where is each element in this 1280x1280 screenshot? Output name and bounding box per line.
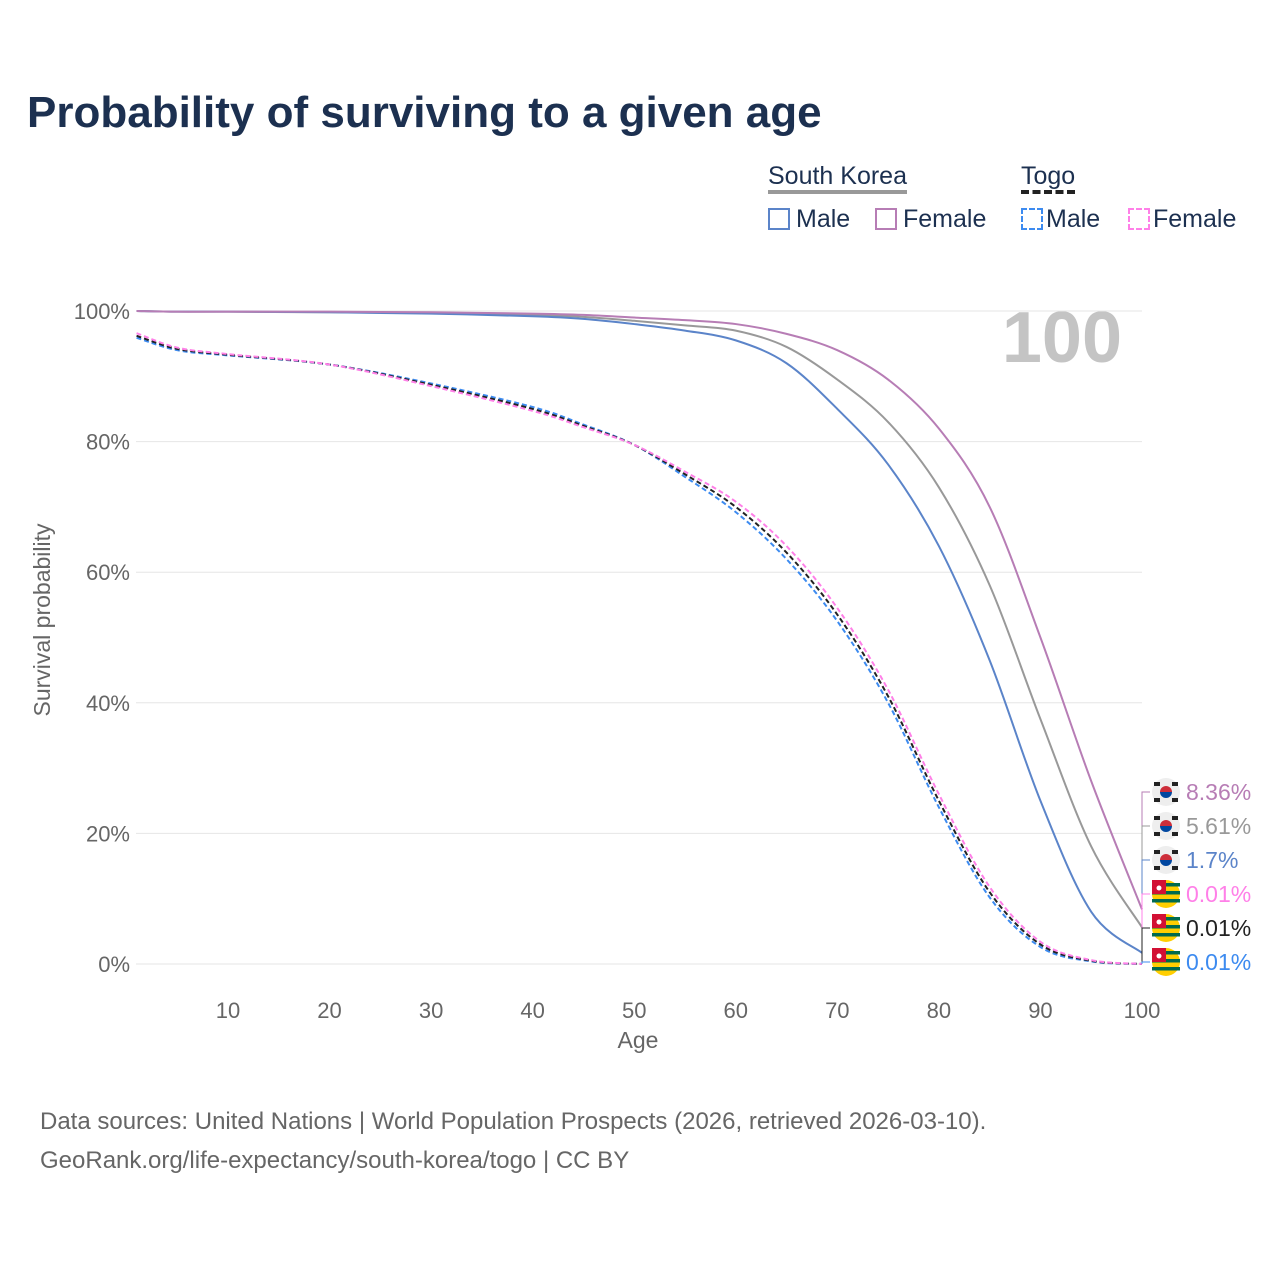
legend-label: Female [903,205,987,233]
legend-sk-female[interactable]: Female [875,205,986,234]
label-connector [1141,961,1150,964]
flag-trigram [1172,850,1178,854]
legend-group-togo[interactable]: Togo [1021,162,1076,194]
label-connector [1141,791,1150,910]
flag-trigram [1154,782,1160,786]
x-axis-label: Age [618,1027,659,1053]
flag-trigram [1154,866,1160,870]
x-tick-label: 10 [216,998,240,1023]
end-value-label: 0.01% [1186,915,1251,941]
togo-flag-icon [1152,914,1180,942]
label-connector [1141,825,1150,928]
chart-title: Probability of surviving to a given age [27,88,822,137]
y-tick-label: 100% [74,299,130,324]
togo-flag-icon [1152,948,1180,976]
x-tick-label: 40 [520,998,544,1023]
series-line-south-korea-female [136,310,1143,910]
south-korea-flag-icon [1152,812,1180,840]
flag-trigram [1172,798,1178,802]
legend-togo-female[interactable]: Female [1128,205,1236,234]
flag-star [1156,953,1162,959]
flag-trigram [1154,850,1160,854]
series-line-south-korea [136,310,1143,928]
y-tick-label: 40% [86,691,130,716]
y-tick-label: 60% [86,560,130,585]
south-korea-flag-icon [1152,778,1180,806]
flag-stripe [1152,899,1180,903]
end-value-label: 1.7% [1186,847,1238,873]
togo-flag-icon [1152,880,1180,908]
footer-source: Data sources: United Nations | World Pop… [40,1108,987,1135]
x-tick-label: 80 [927,998,951,1023]
flag-trigram [1172,816,1178,820]
flag-trigram [1172,866,1178,870]
x-tick-label: 50 [622,998,646,1023]
legend-swatch [1021,208,1043,230]
flag-stripe [1152,967,1180,971]
legend-swatch [875,208,897,230]
end-value-label: 5.61% [1186,813,1251,839]
label-connector [1141,859,1150,953]
legend-swatch [768,208,790,230]
legend-group-south-korea[interactable]: South Korea [768,162,907,194]
flag-stripe [1152,933,1180,937]
flag-yin [1160,860,1172,866]
flag-trigram [1172,782,1178,786]
x-tick-label: 90 [1028,998,1052,1023]
legend-label: Male [1046,205,1101,233]
footer-link[interactable]: GeoRank.org/life-expectancy/south-korea/… [40,1147,630,1174]
series-line-togo-female [136,332,1143,965]
label-connector [1141,893,1150,964]
label-connector [1141,927,1150,964]
flag-star [1156,919,1162,925]
legend-sk-male[interactable]: Male [768,205,850,234]
series-line-togo-male [136,336,1143,965]
y-tick-label: 20% [86,821,130,846]
flag-yin [1160,826,1172,832]
age-marker: 100 [1002,298,1122,378]
y-tick-label: 80% [86,430,130,455]
legend-swatch [1128,208,1150,230]
flag-star [1156,885,1162,891]
y-tick-label: 0% [98,952,130,977]
series-line-south-korea-male [136,310,1143,954]
south-korea-flag-icon [1152,846,1180,874]
legend-label: Female [1153,205,1237,233]
x-tick-label: 20 [317,998,341,1023]
x-tick-label: 100 [1124,998,1161,1023]
end-value-label: 8.36% [1186,779,1251,805]
flag-yang [1160,820,1172,826]
flag-trigram [1154,816,1160,820]
flag-yang [1160,786,1172,792]
y-axis-label: Survival probability [29,523,55,717]
x-tick-label: 30 [419,998,443,1023]
series-line-togo [136,334,1143,965]
end-value-label: 0.01% [1186,881,1251,907]
x-tick-label: 60 [724,998,748,1023]
flag-trigram [1154,832,1160,836]
end-value-label: 0.01% [1186,949,1251,975]
flag-yang [1160,854,1172,860]
legend-label: Male [796,205,851,233]
flag-yin [1160,792,1172,798]
x-tick-label: 70 [825,998,849,1023]
legend-togo-male[interactable]: Male [1021,205,1100,234]
flag-trigram [1172,832,1178,836]
flag-trigram [1154,798,1160,802]
